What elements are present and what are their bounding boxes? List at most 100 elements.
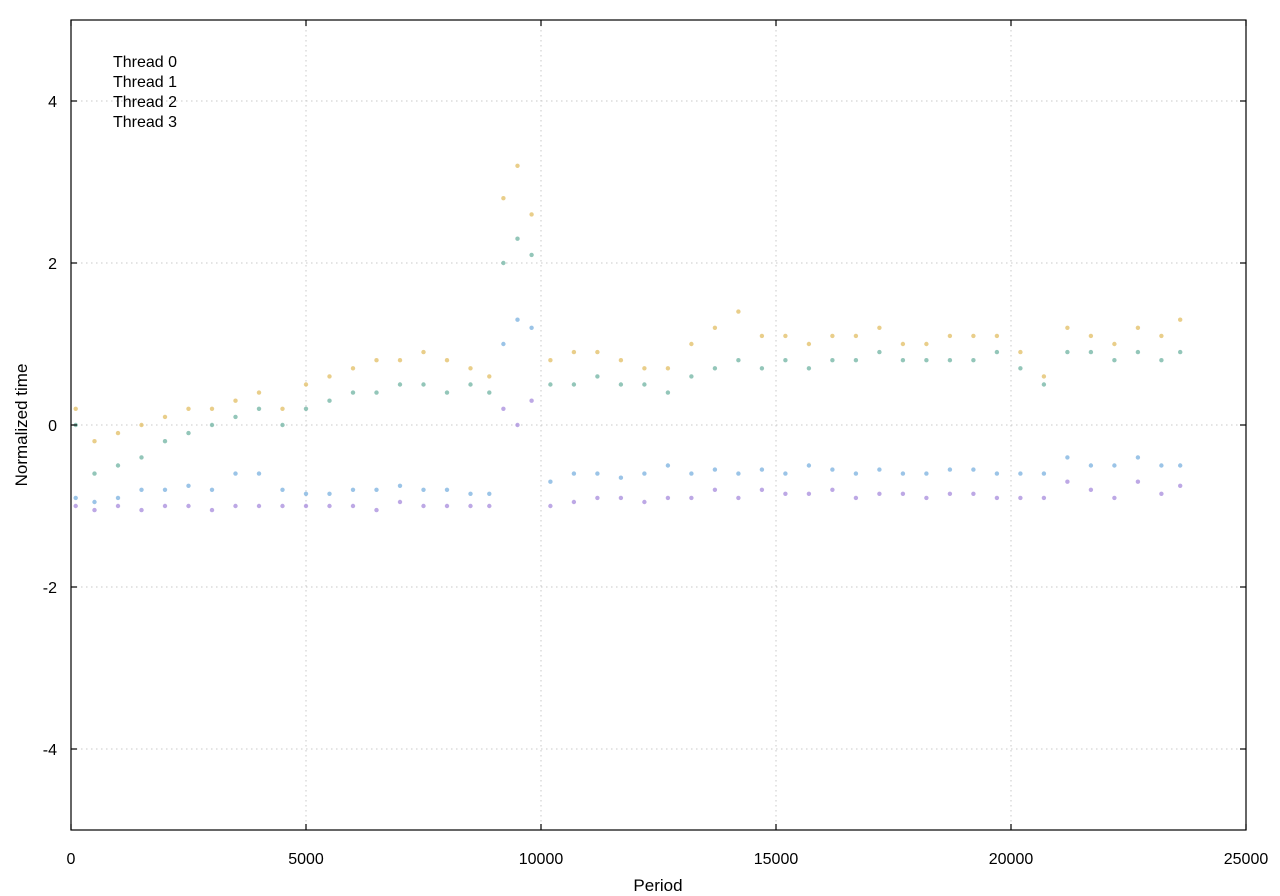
series-2-point: [642, 382, 647, 387]
series-1-point: [1112, 463, 1117, 468]
series-3-point: [233, 398, 238, 403]
series-1-point: [1041, 471, 1047, 476]
series-0-point: [1178, 483, 1183, 488]
series-2-point: [515, 236, 520, 241]
series-1-point: [529, 325, 534, 330]
x-tick-label: 20000: [989, 851, 1034, 868]
legend-entry-1: Thread 1: [113, 74, 177, 91]
series-0-point: [73, 503, 78, 509]
y-axis-title: Normalized time: [12, 364, 31, 487]
series-1-point: [759, 467, 765, 472]
series-1-point: [1159, 463, 1164, 468]
series-3-point: [162, 414, 168, 420]
series-1-point: [374, 487, 379, 492]
series-2-point: [374, 390, 379, 395]
series-2-point: [947, 358, 953, 363]
series-1-point: [280, 487, 285, 492]
y-axis-tick-labels: -4 -2 0 2 4: [43, 94, 57, 759]
y-tick-label: -2: [43, 580, 57, 597]
series-1-point: [783, 471, 788, 476]
series-2-point: [806, 366, 812, 371]
series-1-point: [487, 491, 492, 496]
x-axis-tick-labels: 0 5000 10000 15000 20000 25000: [67, 851, 1269, 868]
scatter-points: [73, 163, 1183, 513]
series-1-point: [421, 487, 426, 492]
series-0-point: [115, 503, 121, 509]
series-3-point: [327, 374, 332, 379]
series-1-point: [327, 491, 332, 496]
series-3-point: [209, 406, 215, 411]
series-2-point: [971, 358, 976, 363]
x-tick-label: 5000: [288, 851, 324, 868]
series-2-point: [1135, 349, 1141, 355]
series-1-point: [712, 467, 718, 472]
series-1-point: [444, 487, 450, 492]
series-2-point: [1018, 366, 1023, 371]
series-1-point: [548, 479, 553, 484]
series-1-point: [806, 463, 812, 468]
series-0-point: [139, 507, 144, 513]
series-0-point: [689, 495, 694, 501]
series-2-point: [783, 358, 788, 363]
series-1-point: [736, 471, 741, 476]
series-1-point: [1088, 463, 1094, 468]
series-0-point: [1018, 495, 1023, 501]
series-3-point: [256, 390, 262, 395]
series-2-point: [759, 366, 765, 371]
series-1-point: [501, 341, 506, 347]
series-2-point: [712, 366, 718, 371]
series-1-point: [233, 471, 238, 476]
series-3-point: [595, 349, 600, 355]
series-2-point: [350, 390, 356, 395]
series-3-point: [468, 366, 473, 371]
series-3-point: [1018, 349, 1023, 355]
y-tick-label: 2: [48, 256, 57, 273]
series-3-point: [783, 333, 788, 339]
series-2-point: [853, 358, 859, 363]
series-1-point: [1065, 455, 1070, 460]
series-0-point: [853, 495, 859, 501]
series-0-point: [1112, 495, 1117, 501]
series-0-point: [397, 499, 403, 505]
series-3-point: [303, 382, 309, 387]
series-0-point: [233, 503, 238, 509]
series-0-point: [487, 503, 492, 509]
series-2-point: [186, 430, 191, 436]
series-3-point: [1065, 325, 1070, 330]
series-0-point: [595, 495, 600, 501]
series-1-point: [468, 491, 473, 496]
series-1-point: [947, 467, 953, 472]
series-1-point: [162, 487, 168, 492]
series-3-point: [515, 163, 520, 168]
series-2-point: [280, 422, 285, 428]
series-3-point: [642, 366, 647, 371]
series-3-point: [421, 349, 426, 355]
series-1-point: [303, 491, 309, 496]
series-2-point: [689, 374, 694, 379]
series-3-point: [712, 325, 718, 330]
series-1-point: [397, 483, 403, 488]
series-2-point: [256, 406, 262, 411]
series-1-point: [350, 487, 356, 492]
series-1-point: [689, 471, 694, 476]
series-0-point: [256, 503, 262, 509]
series-3-point: [1112, 341, 1117, 347]
series-2-point: [736, 358, 741, 363]
series-3-point: [280, 406, 285, 411]
series-1-point: [571, 471, 577, 476]
legend: Thread 0 Thread 1 Thread 2 Thread 3: [113, 54, 177, 131]
x-axis-title: Period: [633, 876, 682, 895]
series-1-point: [877, 467, 882, 472]
series-0-point: [806, 491, 812, 496]
series-2-point: [595, 374, 600, 379]
series-3-point: [618, 358, 624, 363]
grid-lines: [71, 20, 1246, 830]
series-0-point: [374, 507, 379, 513]
series-1-point: [830, 467, 835, 472]
series-0-point: [877, 491, 882, 496]
series-2-point: [115, 463, 121, 468]
legend-entry-0: Thread 0: [113, 54, 177, 71]
series-2-point: [327, 398, 332, 403]
series-3-point: [971, 333, 976, 339]
series-2-point: [1112, 358, 1117, 363]
